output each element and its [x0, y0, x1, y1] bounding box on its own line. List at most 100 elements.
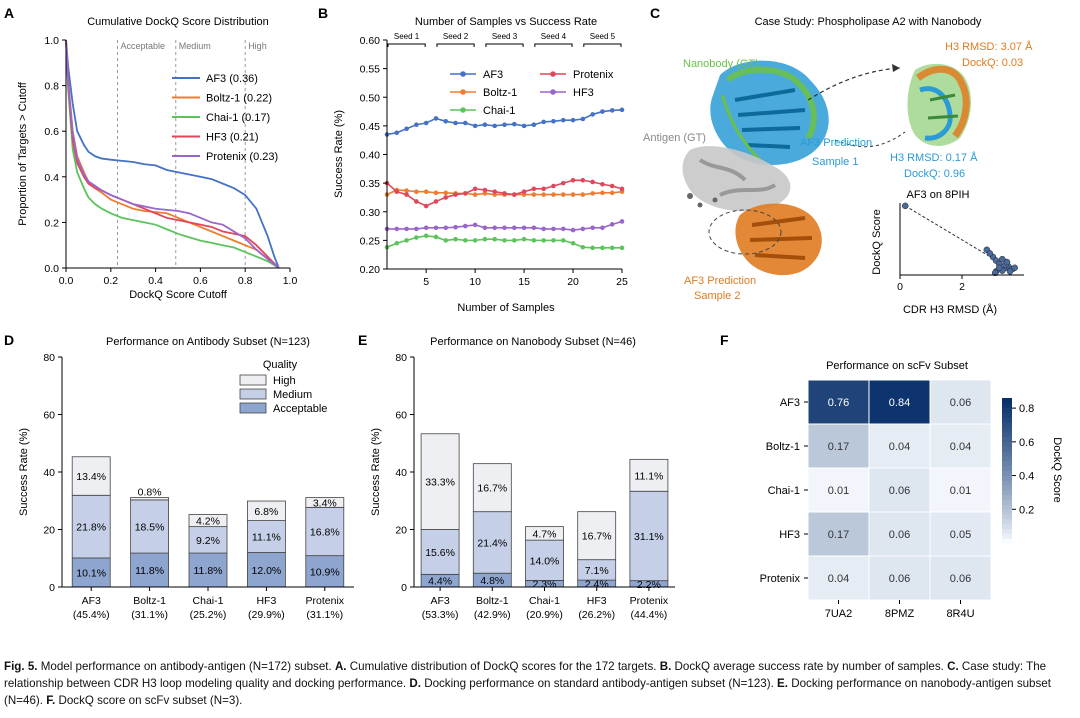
y-tick-label: 80: [395, 352, 407, 364]
series-point-2: [433, 234, 439, 240]
series-point-4: [511, 225, 517, 231]
series-point-3: [472, 186, 478, 192]
bar-value-label: 14.0%: [530, 555, 560, 567]
dashed-highlight-ellipse: [708, 209, 782, 255]
series-point-3: [404, 192, 409, 197]
category-label: HF3: [256, 595, 276, 607]
panel-d-ylabel: Success Rate (%): [18, 428, 30, 516]
bar-value-label: 11.8%: [135, 565, 164, 577]
series-point-0: [414, 122, 419, 128]
colorbar-step: [1002, 504, 1012, 510]
series-point-0: [619, 107, 625, 113]
series-point-1: [551, 192, 556, 197]
category-total: (20.9%): [526, 609, 563, 621]
colorbar-tick-label: 0.8: [1019, 403, 1034, 415]
x-tick-label: 25: [616, 276, 628, 288]
series-point-0: [560, 117, 566, 123]
legend-label: HF3: [573, 87, 594, 99]
bar-value-label: 2.4%: [585, 579, 609, 591]
series-point-1: [590, 191, 595, 196]
panel-a-ylabel: Proportion of Targets > Cutoff: [17, 81, 29, 226]
bar-segment-high: [305, 497, 345, 508]
series-point-1: [600, 190, 605, 196]
colorbar-step: [1002, 398, 1012, 404]
bar-value-label: 4.8%: [480, 575, 504, 587]
series-point-1: [541, 192, 546, 197]
y-tick-label: 0.45: [360, 121, 381, 133]
bar-segment-medium: [246, 520, 286, 553]
y-tick-label: 0.55: [360, 64, 381, 76]
panel-b-title: Number of Samples vs Success Rate: [415, 16, 597, 28]
series-point-4: [482, 225, 488, 231]
y-tick-label: 0.25: [360, 235, 381, 247]
series-point-2: [492, 236, 498, 242]
category-total: (45.4%): [73, 609, 110, 621]
x-tick-label: 2: [959, 281, 965, 293]
legend-marker: [550, 89, 556, 95]
series-point-3: [541, 186, 546, 192]
series-point-0: [590, 112, 595, 117]
scatter-point: [1006, 268, 1014, 275]
threshold-label: Medium: [179, 41, 211, 51]
series-point-2: [511, 238, 517, 243]
colorbar-step: [1002, 528, 1012, 534]
panel-a-xlabel: DockQ Score Cutoff: [129, 289, 228, 301]
series-point-1: [423, 189, 429, 195]
heatmap-cell: [929, 511, 992, 557]
series-point-2: [482, 236, 488, 242]
legend-label-1: Boltz-1 (0.22): [206, 93, 272, 105]
antigen-structure-illustration: [682, 146, 791, 212]
series-point-1: [570, 192, 576, 197]
series-point-4: [404, 226, 409, 232]
series-point-4: [580, 226, 586, 232]
legend-label-3: HF3 (0.21): [206, 132, 259, 144]
x-tick-label: 15: [518, 276, 530, 288]
scatter-point: [999, 255, 1006, 263]
bar-value-label: 3.4%: [313, 497, 337, 509]
bar-segment-high: [420, 433, 460, 530]
colorbar-step: [1002, 494, 1012, 500]
series-point-0: [423, 120, 429, 126]
zoom-arrow-head-icon: [892, 64, 900, 72]
series-point-1: [404, 188, 409, 193]
heatmap-cell-value: 0.84: [889, 397, 910, 409]
x-tick-label: 0.4: [148, 275, 163, 287]
bar-value-label: 4.4%: [428, 576, 452, 588]
y-tick-label: 60: [43, 410, 55, 422]
legend-label: High: [273, 375, 296, 387]
series-point-1: [433, 190, 439, 196]
colorbar-step: [1002, 431, 1012, 438]
series-point-2: [521, 236, 527, 242]
seed-bracket: [387, 43, 426, 47]
heatmap-col-label: 8PMZ: [885, 608, 915, 620]
seed-label: Seed 1: [394, 32, 420, 41]
series-point-3: [394, 189, 400, 195]
caption-e-text: Docking performance on nanobody-antigen …: [4, 677, 1051, 707]
series-point-2: [443, 238, 449, 243]
series-point-4: [453, 224, 458, 230]
colorbar-label: DockQ Score: [1051, 437, 1063, 502]
category-label: Chai-1: [529, 595, 560, 607]
series-point-0: [551, 118, 556, 124]
panel-e-nanobody-bars: Performance on Nanobody Subset (N=46) Su…: [370, 336, 675, 621]
legend-marker: [460, 107, 466, 113]
series-point-1: [482, 191, 488, 196]
cdr-h3-zoom-illustration: [907, 63, 972, 146]
colorbar-step: [1002, 417, 1012, 423]
series-point-4: [394, 226, 400, 232]
series-point-0: [492, 123, 498, 129]
scatter-point: [1011, 264, 1018, 272]
seed-bracket: [583, 43, 622, 47]
heatmap-col-label: 7UA2: [825, 608, 853, 620]
colorbar-step: [1002, 460, 1012, 467]
x-tick-label: 10: [469, 276, 481, 288]
legend-label: Acceptable: [273, 403, 327, 415]
heatmap-cell: [929, 555, 992, 601]
caption-b-text: DockQ average success rate by number of …: [671, 660, 948, 673]
heatmap-cell-value: 0.06: [889, 529, 910, 541]
panel-b-samples-chart: Number of Samples vs Success Rate Number…: [333, 16, 628, 314]
nanobody-gt-label: Nanobody (GT): [683, 58, 759, 70]
heatmap-cell-value: 0.06: [889, 573, 910, 585]
series-point-3: [492, 189, 498, 195]
y-tick-label: 0.50: [360, 92, 381, 104]
